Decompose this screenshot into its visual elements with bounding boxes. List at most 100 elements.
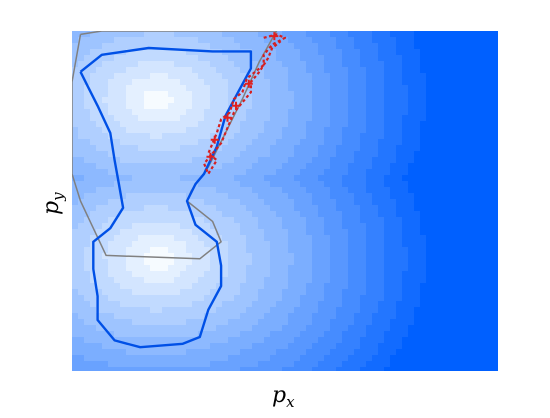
contour-cell [108, 265, 115, 272]
contour-cell [246, 139, 253, 146]
contour-cell [132, 271, 139, 278]
contour-cell [264, 271, 271, 278]
contour-cell [474, 277, 481, 284]
contour-cell [468, 163, 475, 170]
contour-cell [174, 331, 181, 338]
contour-cell [72, 109, 79, 116]
contour-cell [228, 247, 235, 254]
contour-cell [150, 313, 157, 320]
contour-cell [222, 175, 229, 182]
contour-cell [108, 199, 115, 206]
contour-cell [138, 67, 145, 74]
contour-cell [234, 319, 241, 326]
contour-cell [474, 133, 481, 140]
contour-cell [120, 139, 127, 146]
contour-cell [348, 61, 355, 68]
contour-cell [360, 157, 367, 164]
contour-cell [384, 121, 391, 128]
contour-cell [402, 217, 409, 224]
contour-cell [84, 43, 91, 50]
contour-cell [168, 199, 175, 206]
contour-cell [108, 157, 115, 164]
contour-cell [492, 277, 498, 284]
contour-cell [306, 139, 313, 146]
contour-cell [270, 367, 277, 371]
contour-cell [342, 43, 349, 50]
contour-cell [402, 175, 409, 182]
contour-cell [366, 67, 373, 74]
contour-cell [456, 145, 463, 152]
contour-cell [444, 181, 451, 188]
contour-cell [96, 367, 103, 371]
contour-cell [486, 145, 493, 152]
contour-cell [414, 31, 421, 38]
contour-cell [342, 319, 349, 326]
contour-cell [96, 223, 103, 230]
contour-cell [342, 361, 349, 368]
contour-cell [198, 229, 205, 236]
contour-cell [372, 151, 379, 158]
contour-cell [354, 73, 361, 80]
contour-cell [324, 127, 331, 134]
contour-cell [264, 367, 271, 371]
contour-cell [90, 337, 97, 344]
contour-cell [90, 145, 97, 152]
contour-cell [354, 61, 361, 68]
contour-cell [228, 253, 235, 260]
contour-cell [306, 187, 313, 194]
contour-cell [216, 157, 223, 164]
contour-cell [438, 85, 445, 92]
contour-cell [90, 43, 97, 50]
contour-cell [288, 193, 295, 200]
contour-cell [300, 151, 307, 158]
contour-cell [468, 169, 475, 176]
contour-cell [126, 301, 133, 308]
contour-cell [354, 157, 361, 164]
contour-cell [336, 115, 343, 122]
contour-cell [228, 307, 235, 314]
contour-cell [348, 283, 355, 290]
contour-cell [186, 73, 193, 80]
contour-cell [330, 109, 337, 116]
contour-cell [264, 211, 271, 218]
contour-cell [300, 31, 307, 38]
contour-cell [492, 49, 498, 56]
contour-cell [234, 211, 241, 218]
contour-cell [234, 217, 241, 224]
contour-cell [474, 211, 481, 218]
contour-cell [84, 301, 91, 308]
contour-cell [456, 151, 463, 158]
contour-cell [102, 361, 109, 368]
contour-cell [462, 271, 469, 278]
contour-cell [372, 277, 379, 284]
contour-cell [72, 253, 79, 260]
contour-cell [180, 277, 187, 284]
contour-cell [282, 91, 289, 98]
contour-cell [462, 277, 469, 284]
contour-cell [378, 37, 385, 44]
contour-cell [372, 79, 379, 86]
contour-cell [336, 295, 343, 302]
contour-cell [462, 313, 469, 320]
contour-cell [312, 181, 319, 188]
contour-cell [102, 265, 109, 272]
contour-cell [264, 157, 271, 164]
contour-cell [486, 73, 493, 80]
contour-cell [396, 67, 403, 74]
contour-cell [336, 337, 343, 344]
contour-cell [282, 349, 289, 356]
contour-cell [240, 259, 247, 266]
contour-cell [366, 289, 373, 296]
contour-cell [462, 37, 469, 44]
contour-cell [150, 235, 157, 242]
contour-cell [114, 139, 121, 146]
contour-cell [210, 301, 217, 308]
contour-cell [348, 151, 355, 158]
contour-cell [96, 31, 103, 38]
contour-cell [474, 343, 481, 350]
contour-cell [348, 265, 355, 272]
contour-cell [78, 139, 85, 146]
contour-cell [132, 313, 139, 320]
contour-cell [144, 133, 151, 140]
contour-cell [150, 37, 157, 44]
